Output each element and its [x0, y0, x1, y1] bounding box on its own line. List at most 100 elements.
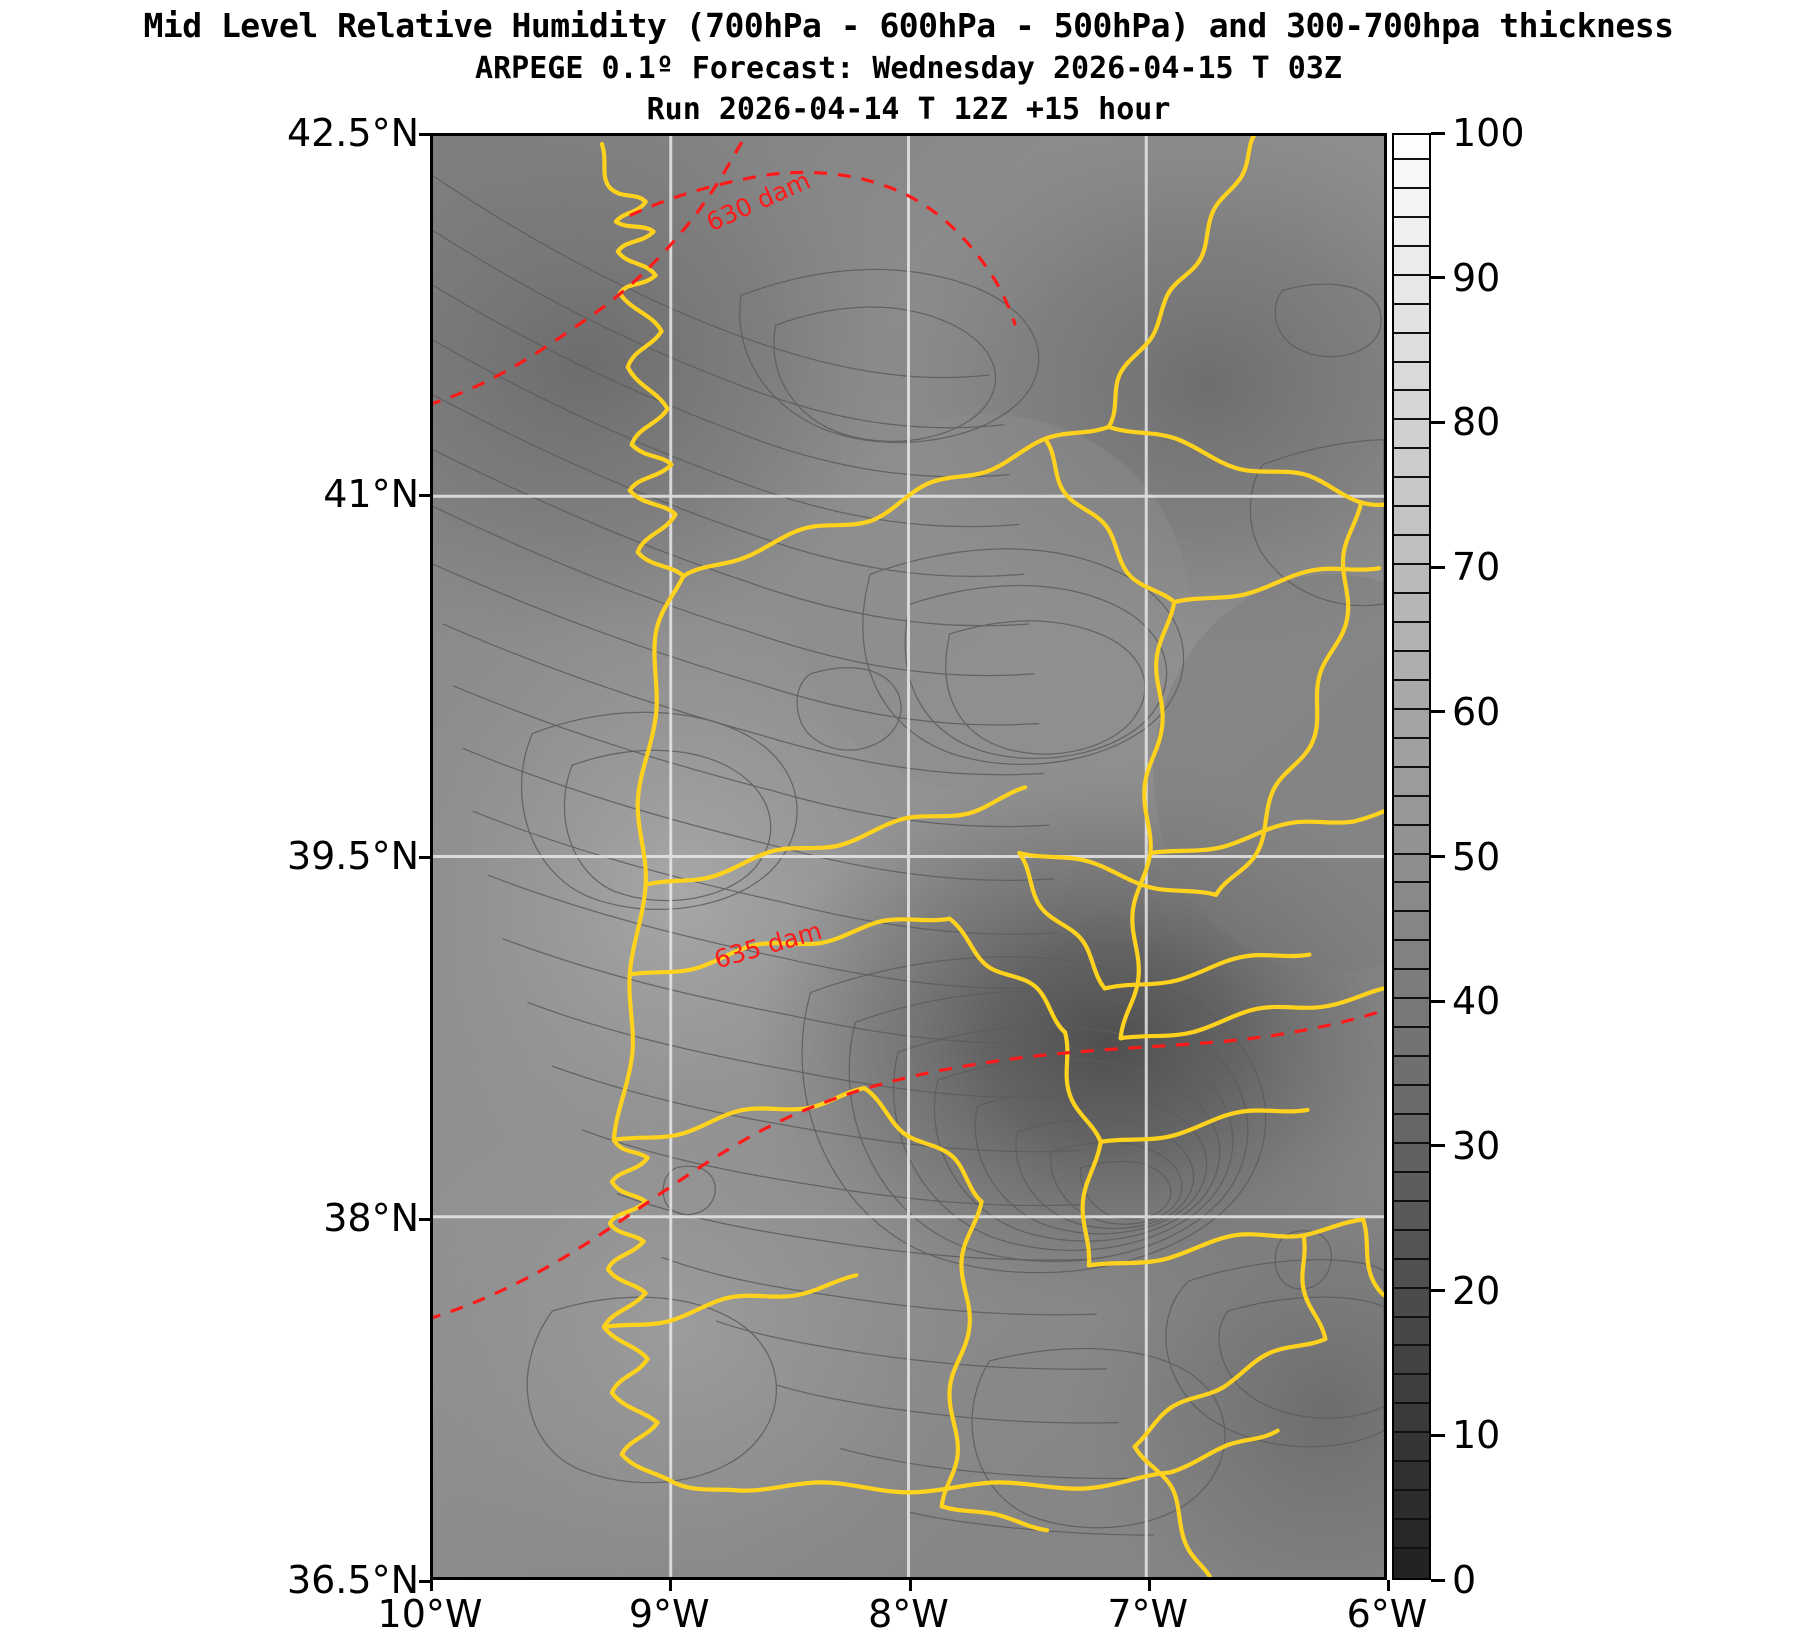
colorbar-separator [1394, 823, 1429, 826]
thickness-label-630-text: 630 dam [702, 166, 815, 238]
colorbar-segment [1394, 825, 1429, 855]
colorbar[interactable] [1392, 133, 1431, 1580]
colorbar-segment [1394, 767, 1429, 797]
colorbar-separator [1394, 620, 1429, 623]
thickness-contours-overlay: 630 dam 635 dam [433, 139, 1384, 1320]
colorbar-segment [1394, 304, 1429, 334]
colorbar-tick-label-20: 20 [1452, 1268, 1501, 1313]
colorbar-segment [1394, 1201, 1429, 1231]
colorbar-separator [1394, 186, 1429, 189]
colorbar-segment [1394, 536, 1429, 566]
x-tick-label-8W: 8°W [868, 1592, 949, 1636]
colorbar-separator [1394, 852, 1429, 855]
colorbar-tick-label-100: 100 [1452, 111, 1525, 155]
colorbar-separator [1394, 1084, 1429, 1087]
colorbar-separator [1394, 1460, 1429, 1463]
colorbar-segment [1394, 1028, 1429, 1058]
colorbar-separator [1394, 1373, 1429, 1376]
colorbar-separator [1394, 1489, 1429, 1492]
map-plot-area[interactable]: 630 dam 635 dam [430, 133, 1387, 1580]
colorbar-separator [1394, 447, 1429, 450]
x-tick-label-6W: 6°W [1346, 1592, 1428, 1636]
thickness-label-635: 635 dam [711, 916, 825, 974]
colorbar-separator [1394, 592, 1429, 595]
humidity-contour-lines [433, 175, 1384, 1536]
y-tickmark [419, 1580, 430, 1583]
x-tickmark [1147, 1580, 1151, 1591]
country-borders-overlay [599, 136, 1384, 1577]
y-tickmark [419, 1218, 430, 1221]
colorbar-segment [1394, 680, 1429, 710]
colorbar-separator [1394, 1257, 1429, 1260]
colorbar-segment [1394, 565, 1429, 595]
colorbar-segment [1394, 246, 1429, 276]
colorbar-separator [1394, 505, 1429, 508]
colorbar-segment [1394, 1057, 1429, 1087]
colorbar-separator [1394, 997, 1429, 1000]
colorbar-segment [1394, 796, 1429, 826]
colorbar-separator [1394, 765, 1429, 768]
colorbar-separator [1394, 939, 1429, 942]
colorbar-separator [1394, 273, 1429, 276]
colorbar-tickmark [1431, 999, 1445, 1003]
colorbar-segment [1394, 1346, 1429, 1376]
colorbar-segment [1394, 1172, 1429, 1202]
colorbar-separator [1394, 563, 1429, 566]
colorbar-segment [1394, 135, 1429, 160]
colorbar-tickmark [1431, 1433, 1445, 1437]
y-tick-label-41N: 41°N [323, 472, 419, 516]
x-tickmark [669, 1580, 673, 1591]
colorbar-tick-label-60: 60 [1452, 689, 1501, 734]
x-tickmark [908, 1580, 912, 1591]
colorbar-separator [1394, 794, 1429, 797]
colorbar-segment [1394, 970, 1429, 1000]
y-tickmark [419, 856, 430, 859]
colorbar-segment [1394, 1230, 1429, 1260]
colorbar-segment [1394, 593, 1429, 623]
colorbar-separator [1394, 476, 1429, 479]
map-gridlines [433, 136, 1384, 1577]
y-tickmark [419, 494, 430, 497]
x-tick-label-10W: 10°W [377, 1592, 483, 1636]
colorbar-segment [1394, 420, 1429, 450]
colorbar-separator [1394, 1402, 1429, 1405]
colorbar-segment [1394, 1114, 1429, 1144]
colorbar-tickmark [1431, 1289, 1445, 1293]
colorbar-segment [1394, 1288, 1429, 1318]
colorbar-tickmark [1431, 1578, 1445, 1582]
colorbar-tickmark [1431, 565, 1445, 569]
y-tick-label-39-5N: 39.5°N [286, 834, 419, 878]
colorbar-separator [1394, 881, 1429, 884]
colorbar-tick-label-0: 0 [1452, 1558, 1477, 1602]
colorbar-tick-label-10: 10 [1452, 1413, 1501, 1458]
colorbar-separator [1394, 215, 1429, 218]
colorbar-segment [1394, 709, 1429, 739]
colorbar-tick-label-80: 80 [1452, 400, 1501, 445]
colorbar-segment [1394, 1462, 1429, 1492]
colorbar-segment [1394, 941, 1429, 971]
colorbar-separator [1394, 1141, 1429, 1144]
colorbar-separator [1394, 1228, 1429, 1231]
colorbar-tickmark [1431, 855, 1445, 858]
colorbar-separator [1394, 1026, 1429, 1029]
colorbar-segment [1394, 999, 1429, 1029]
thickness-label-635-text: 635 dam [711, 916, 825, 974]
colorbar-separator [1394, 649, 1429, 652]
colorbar-segment [1394, 159, 1429, 189]
colorbar-segment [1394, 391, 1429, 421]
colorbar-separator [1394, 534, 1429, 537]
colorbar-segment [1394, 275, 1429, 305]
title-line-1: Mid Level Relative Humidity (700hPa - 60… [143, 6, 1674, 45]
colorbar-segment [1394, 1143, 1429, 1173]
colorbar-segment [1394, 883, 1429, 913]
colorbar-segment [1394, 449, 1429, 479]
thickness-label-630: 630 dam [702, 166, 815, 238]
colorbar-tickmark [1431, 420, 1445, 424]
colorbar-segment [1394, 333, 1429, 363]
colorbar-separator [1394, 302, 1429, 305]
map-canvas: 630 dam 635 dam [433, 136, 1384, 1577]
colorbar-segment [1394, 188, 1429, 218]
colorbar-separator [1394, 244, 1429, 247]
colorbar-separator [1394, 1518, 1429, 1521]
x-tickmark [1387, 1580, 1390, 1591]
